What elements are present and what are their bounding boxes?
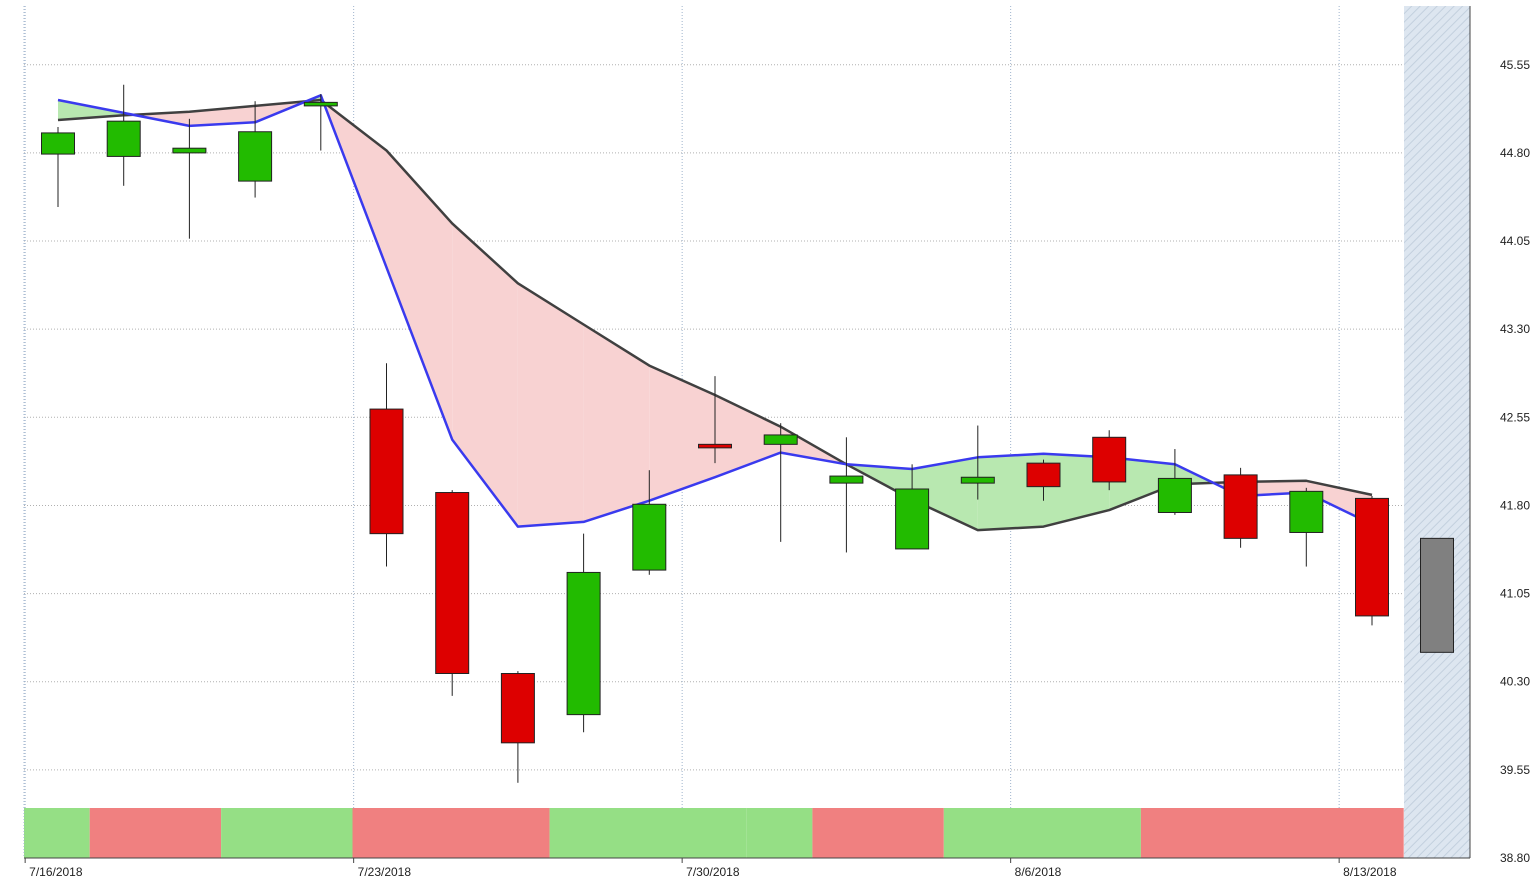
y-tick-label: 41.80 — [1500, 498, 1530, 512]
candle[interactable] — [238, 101, 273, 198]
candles[interactable] — [41, 84, 1454, 783]
crossover-fill — [583, 324, 650, 522]
y-tick-label: 41.05 — [1500, 587, 1530, 601]
candle-body[interactable] — [1092, 436, 1127, 483]
candle-body[interactable] — [1355, 497, 1389, 617]
trend-band-segment — [24, 808, 90, 858]
candle[interactable] — [632, 470, 667, 575]
x-tick-label: 7/30/2018 — [686, 865, 740, 879]
y-tick-label: 44.05 — [1500, 234, 1530, 248]
trend-band-segment — [221, 808, 353, 858]
future-shade-rect — [1404, 6, 1470, 858]
crossover-fill — [517, 283, 584, 527]
trend-band-segment — [812, 808, 944, 858]
candle-body[interactable] — [698, 443, 732, 449]
candle[interactable] — [960, 425, 995, 500]
candle[interactable] — [41, 127, 75, 207]
x-tick-label: 7/23/2018 — [358, 865, 412, 879]
y-tick-label: 38.80 — [1500, 851, 1530, 865]
candle-body[interactable] — [435, 492, 470, 674]
pending-bar[interactable] — [1420, 537, 1454, 653]
x-tick-label: 7/16/2018 — [29, 865, 83, 879]
candle-body[interactable] — [172, 147, 207, 154]
y-tick-label: 45.55 — [1500, 58, 1530, 72]
crossover-fill — [649, 365, 715, 501]
trend-band-segment — [549, 808, 747, 858]
crossover-fill — [715, 395, 781, 478]
candle[interactable] — [1289, 487, 1324, 567]
candle[interactable] — [895, 464, 930, 550]
candle-body[interactable] — [41, 132, 75, 155]
candle-body[interactable] — [566, 571, 601, 716]
y-tick-label: 39.55 — [1500, 763, 1530, 777]
candle-body[interactable] — [632, 503, 667, 571]
x-axis-labels: 7/16/2018 7/23/2018 7/30/2018 8/6/2018 8/13/… — [29, 865, 1397, 879]
candle-body[interactable] — [369, 408, 404, 535]
candle[interactable] — [1223, 467, 1258, 548]
future-shade — [1404, 6, 1470, 858]
candle-body[interactable] — [960, 476, 995, 484]
x-tick-label: 8/6/2018 — [1015, 865, 1062, 879]
fast-line — [57, 94, 1373, 528]
candle[interactable] — [172, 118, 207, 239]
y-tick-label: 42.55 — [1500, 410, 1530, 424]
candle[interactable] — [1157, 449, 1192, 515]
axes — [23, 6, 1471, 863]
x-tick-label: 8/13/2018 — [1343, 865, 1397, 879]
trend-band-segment — [1140, 808, 1404, 858]
candle-body[interactable] — [1157, 477, 1192, 513]
candle-body[interactable] — [1289, 490, 1324, 533]
candle-body[interactable] — [238, 131, 273, 182]
trend-band-segment — [352, 808, 550, 858]
trend-band-segment — [746, 808, 813, 858]
crossover-fill — [452, 223, 518, 527]
candle-body[interactable] — [895, 488, 930, 550]
candle-body[interactable] — [1026, 462, 1061, 488]
trend-band-segment — [943, 808, 1141, 858]
candle[interactable] — [500, 671, 535, 783]
y-axis-labels: 45.55 44.80 44.05 43.30 42.55 41.80 41.05 40.30… — [1500, 58, 1530, 865]
y-tick-label: 43.30 — [1500, 322, 1530, 336]
candle-body[interactable] — [829, 475, 864, 484]
candle[interactable] — [106, 84, 141, 186]
candle[interactable] — [1355, 496, 1389, 626]
candle[interactable] — [763, 423, 798, 542]
y-tick-label: 44.80 — [1500, 146, 1530, 160]
y-tick-label: 40.30 — [1500, 675, 1530, 689]
crossover-fill — [58, 100, 124, 120]
trend-band-segment — [89, 808, 222, 858]
candle[interactable] — [369, 363, 404, 567]
candle[interactable] — [698, 376, 732, 464]
candle[interactable] — [435, 490, 470, 696]
trend-band — [24, 808, 1404, 858]
candle[interactable] — [566, 533, 601, 733]
candle[interactable] — [1092, 430, 1127, 491]
candle[interactable] — [1026, 459, 1061, 501]
crossover-fill — [912, 457, 978, 531]
candle-body[interactable] — [763, 434, 798, 445]
candle[interactable] — [303, 94, 338, 151]
candle-body[interactable] — [303, 101, 338, 107]
candle-body[interactable] — [500, 672, 535, 744]
crossover-fill — [386, 150, 453, 440]
candle-body[interactable] — [106, 120, 141, 157]
candle[interactable] — [829, 437, 864, 553]
candle-body[interactable] — [1223, 474, 1258, 539]
